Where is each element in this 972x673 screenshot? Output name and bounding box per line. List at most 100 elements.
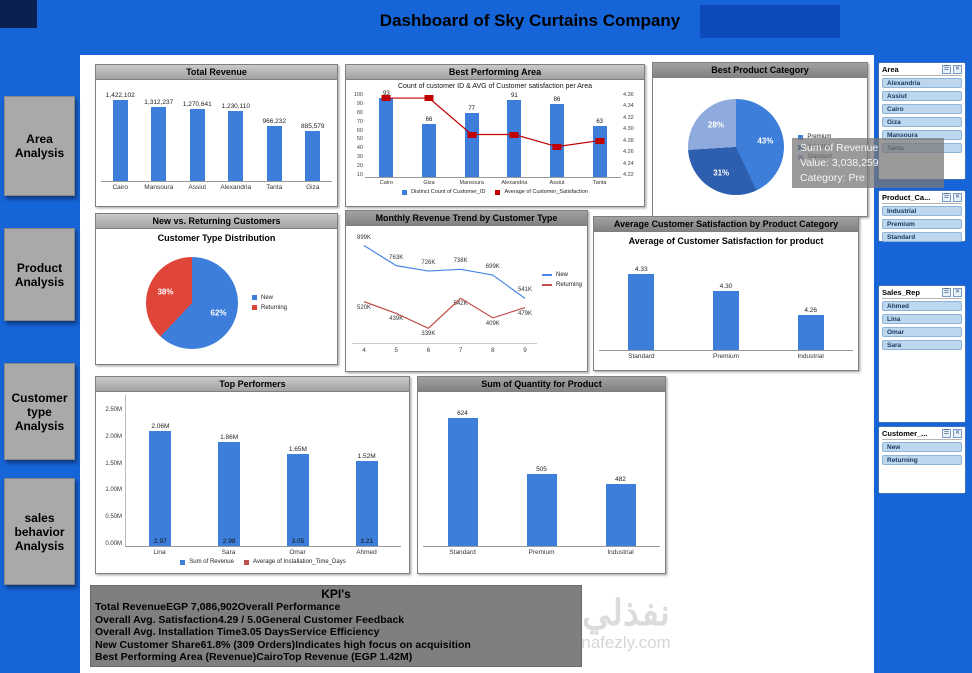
line-series — [386, 97, 600, 148]
x-axis-label: 5 — [394, 347, 398, 354]
kpi-note: Service Efficiency — [289, 626, 380, 639]
legend-label: Sum of Revenue — [189, 559, 234, 565]
sidebar-item-product-analysis[interactable]: Product Analysis — [4, 228, 75, 321]
line-marker — [424, 95, 434, 102]
slicer-item[interactable]: Industrial — [882, 206, 962, 216]
slicer-item[interactable]: Lina — [882, 314, 962, 324]
bar — [550, 104, 564, 177]
point-label: 479K — [517, 310, 533, 317]
panel-title-best-performing-area: Best Performing Area — [346, 65, 644, 80]
bar-value-label: 1.86M — [220, 433, 239, 441]
bar — [797, 314, 824, 350]
slicer-sales-rep: Sales_Rep ☰ ✕ Ahmed Lina Omar Sara — [878, 285, 966, 423]
sidebar-item-customer-type-analysis[interactable]: Customer type Analysis — [4, 363, 75, 460]
y-axis-tick: 50 — [356, 136, 363, 143]
point-label: 699K — [485, 264, 500, 271]
point-label: 339K — [421, 331, 436, 338]
bar-value-label: 1,230,110 — [221, 103, 250, 111]
kpi-note: Top Revenue (EGP 1.42M) — [283, 651, 413, 664]
point-label: 738K — [453, 258, 468, 265]
plot-area: 624 505 482 — [423, 395, 660, 547]
slicer-item[interactable]: Standard — [882, 232, 962, 242]
legend-item: Returning — [541, 282, 582, 288]
slicer-item[interactable]: Giza — [882, 117, 962, 127]
plot-area: 93 66 77 91 86 63 — [365, 91, 621, 178]
pie-slice-label: 38% — [157, 287, 174, 297]
multiselect-icon[interactable]: ☰ — [942, 288, 951, 297]
slicer-customer-type: Customer_... ☰ ✕ New Returning — [878, 426, 966, 494]
kpi-label: Best Performing Area (Revenue) — [95, 651, 257, 664]
category-label: Alexandria — [501, 180, 528, 186]
bar-column: 2.06M — [126, 423, 195, 546]
slicer-item[interactable]: Alexandria — [882, 78, 962, 88]
clear-filter-icon[interactable]: ✕ — [953, 429, 962, 438]
bar-column: 4.26 — [768, 307, 853, 350]
y-axis-tick: 40 — [356, 145, 363, 152]
slicer-item[interactable]: Premium — [882, 219, 962, 229]
plot-area: 2.06M 1.86M 1.65M 1.52M 2.97 2.98 3.05 3.21 — [125, 395, 401, 547]
line-value-label: 2.98 — [222, 538, 236, 545]
legend-item: New — [541, 272, 582, 278]
sidebar-item-sales-behavior-analysis[interactable]: sales behavior Analysis — [4, 478, 75, 585]
multiselect-icon[interactable]: ☰ — [942, 429, 951, 438]
left-axis: 100 90 80 70 60 50 40 30 20 10 — [350, 92, 365, 178]
bar-column: 1,230,110 — [217, 103, 256, 181]
kpi-note: Indicates high focus on acquisition — [295, 638, 471, 651]
bar-value-label: 4.30 — [719, 283, 733, 291]
y-axis-tick: 0.00M — [105, 540, 122, 547]
y-axis-tick: 60 — [356, 127, 363, 134]
kpi-value: Cairo — [256, 651, 284, 664]
slicer-item[interactable]: Assiut — [882, 91, 962, 101]
slicer-item[interactable]: Omar — [882, 327, 962, 337]
legend-label: New — [260, 294, 273, 301]
total-revenue-chart: 1,422,102 1,312,237 1,270,641 1,230,110 966,… — [96, 80, 337, 206]
clear-filter-icon[interactable]: ✕ — [953, 288, 962, 297]
bar — [286, 453, 309, 546]
y-axis: 2.50M 2.00M 1.50M 1.00M 0.50M 0.00M — [99, 407, 125, 547]
slicer-item[interactable]: Cairo — [882, 104, 962, 114]
multiselect-icon[interactable]: ☰ — [942, 193, 951, 202]
pie — [688, 99, 785, 195]
bar-value-label: 2.06M — [151, 422, 170, 430]
point-label: 439K — [389, 316, 404, 323]
bar-column: 624 — [423, 410, 502, 546]
chart-title-customer-type: Customer Type Distribution — [157, 233, 276, 243]
bar — [422, 123, 436, 177]
legend-item: Returning — [251, 304, 287, 311]
x-axis-label: 4 — [362, 347, 366, 354]
y-axis-tick: 2.00M — [105, 433, 122, 440]
legend: Sum of Revenue Average of Installation_Ti… — [125, 556, 401, 565]
slicer-item[interactable]: Sara — [882, 340, 962, 350]
clear-filter-icon[interactable]: ✕ — [953, 193, 962, 202]
slicer-item[interactable]: New — [882, 442, 962, 452]
bar-column: 1.52M — [332, 453, 401, 546]
kpi-note: General Customer Feedback — [261, 613, 405, 626]
line-marker — [552, 144, 562, 151]
kpi-rows: Total RevenueEGP 7,086,902Overall Perfor… — [91, 601, 581, 664]
sidebar-item-area-analysis[interactable]: Area Analysis — [4, 96, 75, 196]
category-label: Tanta — [266, 184, 283, 191]
bar — [218, 441, 241, 546]
y-axis-tick: 4.28 — [623, 137, 634, 144]
legend: Distinct Count of Customer_ID Average of … — [346, 186, 644, 195]
panel-title-monthly-trend: Monthly Revenue Trend by Customer Type — [346, 211, 587, 226]
legend: New Returning — [541, 272, 582, 288]
category-label: Cairo — [379, 180, 393, 186]
y-axis-tick: 10 — [356, 171, 363, 178]
pie-slice-label: 31% — [713, 168, 730, 178]
legend-label: Returning — [260, 304, 287, 311]
legend-swatch — [251, 305, 257, 310]
slicer-item[interactable]: Ahmed — [882, 301, 962, 311]
point-label: 409K — [485, 320, 500, 327]
y-axis-tick: 2.50M — [105, 407, 122, 413]
category-axis: Standard Premium Industrial — [423, 547, 660, 556]
kpi-value: 61.8% (309 Orders) — [200, 638, 296, 651]
slicer-title: Area — [882, 65, 899, 74]
pie-slice-label: 43% — [757, 136, 774, 145]
clear-filter-icon[interactable]: ✕ — [953, 65, 962, 74]
slicer-title: Customer_... — [882, 429, 928, 438]
multiselect-icon[interactable]: ☰ — [942, 65, 951, 74]
slicer-item[interactable]: Returning — [882, 455, 962, 465]
bar — [713, 291, 739, 350]
